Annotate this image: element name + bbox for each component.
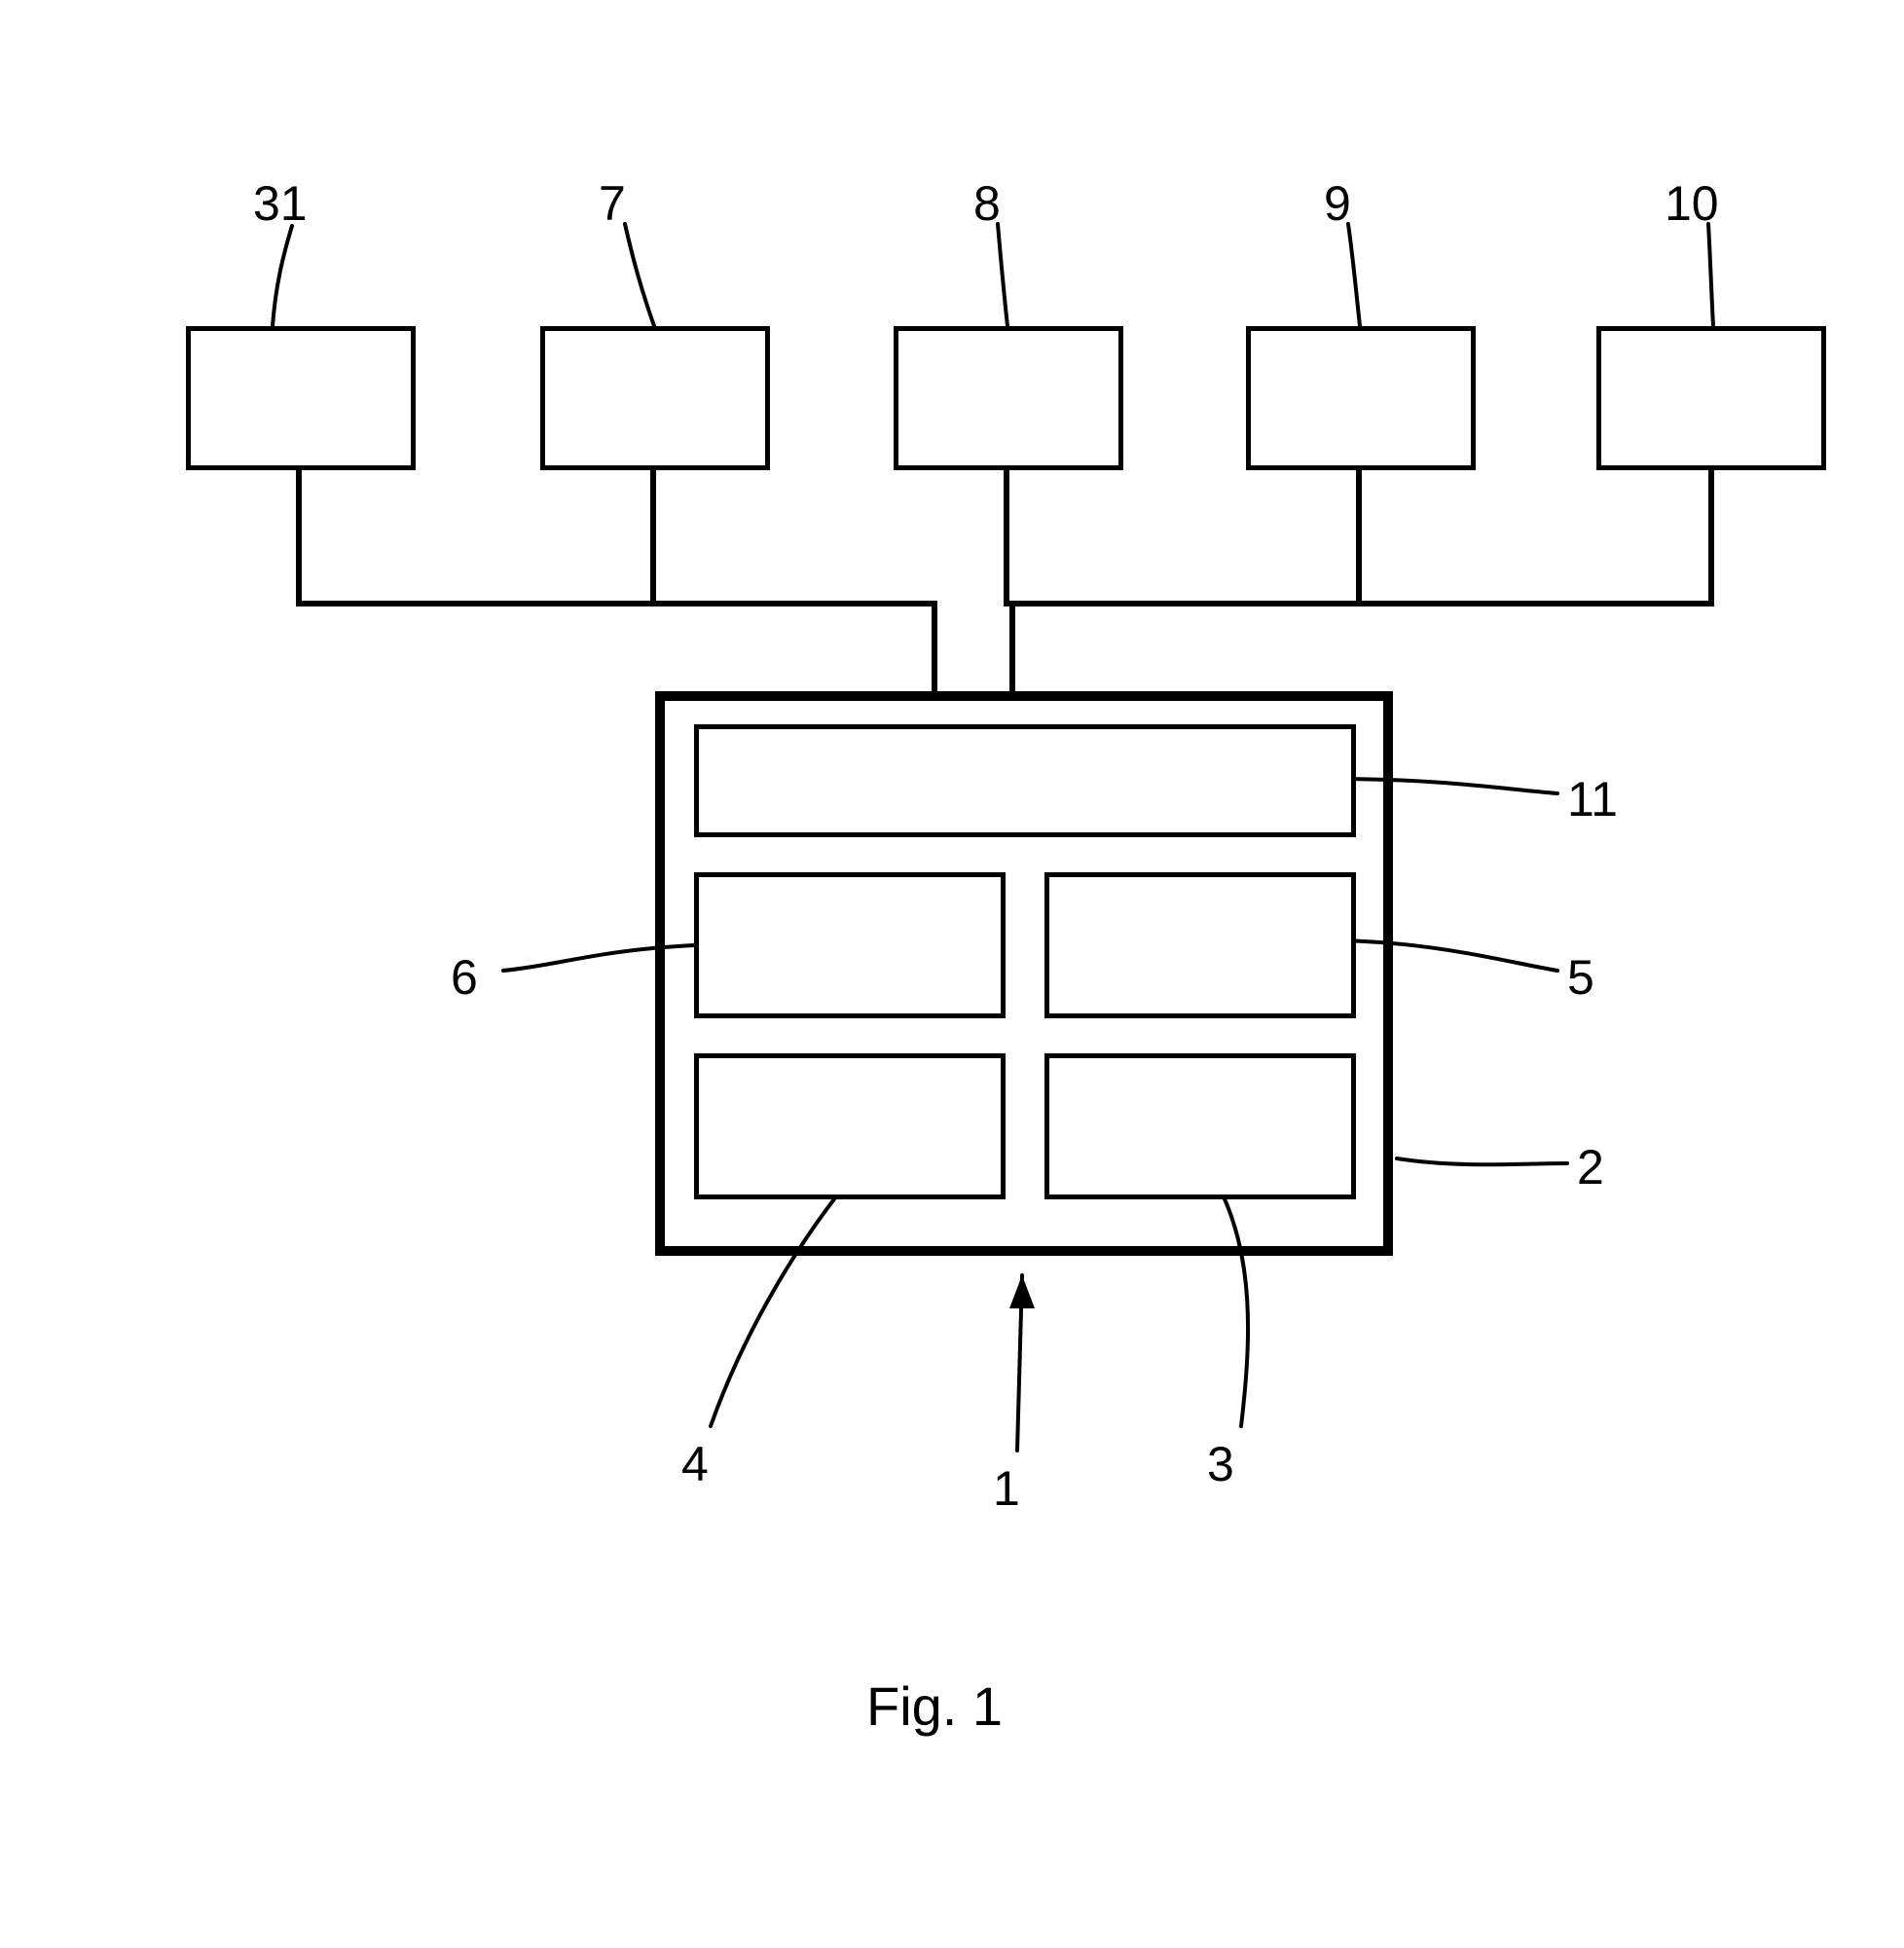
ref-label-3: 3 [1207, 1436, 1234, 1492]
inner-box-b4 [694, 1053, 1006, 1199]
top-box-7 [540, 326, 770, 470]
ref-label-2: 2 [1577, 1139, 1604, 1195]
inner-box-b5 [1044, 872, 1356, 1018]
top-box-10 [1596, 326, 1826, 470]
ref-label-6: 6 [451, 949, 478, 1006]
ref-label-1: 1 [993, 1460, 1020, 1517]
inner-box-b3 [1044, 1053, 1356, 1199]
label-7: 7 [599, 175, 626, 232]
ref-label-4: 4 [681, 1436, 709, 1492]
label-10: 10 [1665, 175, 1719, 232]
figure-canvas: Fig. 1 317891011652431 [0, 0, 1904, 1948]
top-box-8 [894, 326, 1123, 470]
label-31: 31 [253, 175, 308, 232]
inner-box-b11 [694, 724, 1356, 837]
label-9: 9 [1324, 175, 1351, 232]
inner-box-b6 [694, 872, 1006, 1018]
ref-label-5: 5 [1567, 949, 1594, 1006]
top-box-31 [186, 326, 416, 470]
top-box-9 [1246, 326, 1476, 470]
ref-label-11: 11 [1567, 771, 1618, 827]
label-8: 8 [973, 175, 1001, 232]
figure-caption: Fig. 1 [866, 1674, 1003, 1738]
